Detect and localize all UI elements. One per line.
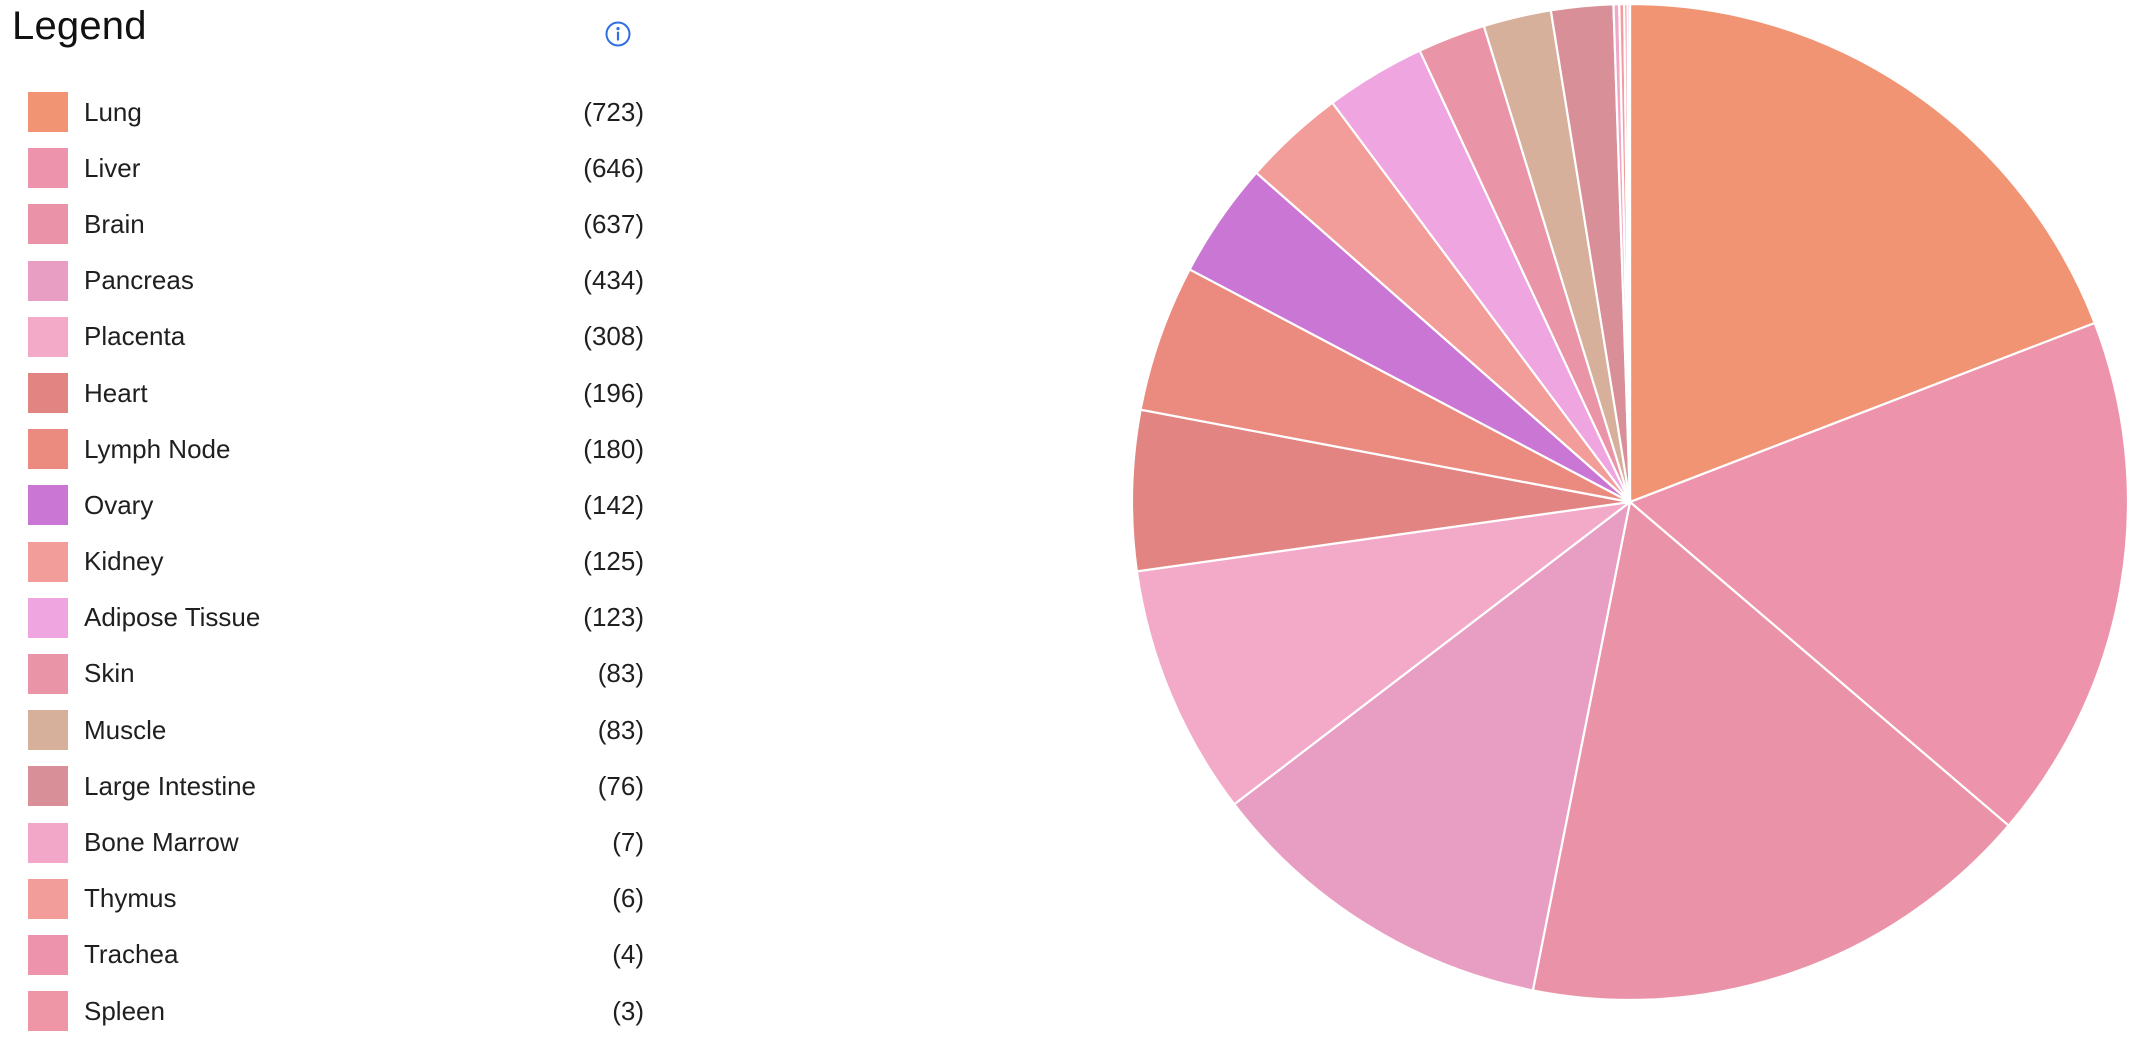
legend-item[interactable]: Spleen (3) bbox=[28, 983, 644, 1039]
info-circle-icon[interactable] bbox=[604, 20, 632, 48]
legend-item[interactable]: Liver (646) bbox=[28, 140, 644, 196]
legend-swatch bbox=[28, 541, 68, 582]
legend-item-count: (4) bbox=[612, 939, 644, 970]
legend-item[interactable]: Muscle (83) bbox=[28, 702, 644, 758]
legend-swatch bbox=[28, 260, 68, 301]
legend-item-label: Liver bbox=[84, 152, 141, 183]
legend-swatch bbox=[28, 485, 68, 526]
legend-item-count: (7) bbox=[612, 827, 644, 858]
legend-item-label: Lung bbox=[84, 96, 142, 127]
legend-item[interactable]: Brain (637) bbox=[28, 196, 644, 252]
legend-item-label: Skin bbox=[84, 658, 135, 689]
legend-panel: Legend Lung (723) Liver (646) Brain (637) Panc… bbox=[12, 0, 644, 1042]
legend-item-label: Trachea bbox=[84, 939, 179, 970]
legend-swatch bbox=[28, 653, 68, 694]
legend-item[interactable]: Placenta (308) bbox=[28, 309, 644, 365]
legend-item-label: Ovary bbox=[84, 489, 154, 520]
legend-item-label: Large Intestine bbox=[84, 770, 257, 801]
legend-item[interactable]: Lymph Node (180) bbox=[28, 421, 644, 477]
legend-swatch bbox=[28, 204, 68, 245]
legend-item[interactable]: Kidney (125) bbox=[28, 534, 644, 590]
legend-item-label: Lymph Node bbox=[84, 433, 231, 464]
legend-item-count: (180) bbox=[583, 433, 644, 464]
legend-item-count: (637) bbox=[583, 208, 644, 239]
legend-item-count: (3) bbox=[612, 995, 644, 1026]
legend-swatch bbox=[28, 597, 68, 638]
pie-slice-lung[interactable] bbox=[1628, 2, 2096, 504]
legend-swatch bbox=[28, 429, 68, 470]
legend-item[interactable]: Bone Marrow (7) bbox=[28, 814, 644, 870]
pie-slice-liver[interactable] bbox=[1628, 321, 2130, 827]
legend-item-count: (6) bbox=[612, 883, 644, 914]
legend-list: Lung (723) Liver (646) Brain (637) Pancreas (43… bbox=[28, 84, 644, 1039]
legend-item[interactable]: Trachea (4) bbox=[28, 927, 644, 983]
legend-item[interactable]: Ovary (142) bbox=[28, 477, 644, 533]
legend-item-label: Heart bbox=[84, 377, 148, 408]
legend-item[interactable]: Adipose Tissue (123) bbox=[28, 590, 644, 646]
pie-slice-lymph-node[interactable] bbox=[1139, 268, 1632, 504]
legend-item[interactable]: Heart (196) bbox=[28, 365, 644, 421]
legend-item-count: (125) bbox=[583, 546, 644, 577]
legend-item-count: (123) bbox=[583, 602, 644, 633]
legend-item-label: Bone Marrow bbox=[84, 827, 239, 858]
legend-item-label: Thymus bbox=[84, 883, 177, 914]
pie-slice-brain[interactable] bbox=[1531, 500, 2010, 1002]
legend-item[interactable]: Pancreas (434) bbox=[28, 253, 644, 309]
legend-swatch bbox=[28, 934, 68, 975]
legend-swatch bbox=[28, 878, 68, 919]
legend-item-count: (308) bbox=[583, 321, 644, 352]
legend-item-label: Adipose Tissue bbox=[84, 602, 261, 633]
legend-item-label: Spleen bbox=[84, 995, 165, 1026]
legend-item-count: (646) bbox=[583, 152, 644, 183]
legend-item[interactable]: Large Intestine (76) bbox=[28, 758, 644, 814]
pie-chart bbox=[1130, 2, 2130, 1002]
legend-item-label: Placenta bbox=[84, 321, 186, 352]
legend-item-count: (76) bbox=[597, 770, 644, 801]
legend-swatch bbox=[28, 710, 68, 751]
legend-swatch bbox=[28, 822, 68, 863]
legend-swatch bbox=[28, 766, 68, 807]
pie-slice-pancreas[interactable] bbox=[1233, 500, 1632, 992]
legend-swatch bbox=[28, 92, 68, 133]
legend-item[interactable]: Thymus (6) bbox=[28, 871, 644, 927]
legend-swatch bbox=[28, 991, 68, 1032]
legend-item[interactable]: Skin (83) bbox=[28, 646, 644, 702]
pie-slice-spleen[interactable] bbox=[1626, 2, 1632, 504]
legend-item-label: Kidney bbox=[84, 546, 164, 577]
legend-swatch bbox=[28, 148, 68, 189]
legend-item-count: (83) bbox=[597, 658, 644, 689]
legend-title: Legend bbox=[12, 4, 147, 48]
legend-item[interactable]: Lung (723) bbox=[28, 84, 644, 140]
legend-item-label: Brain bbox=[84, 208, 145, 239]
pie-slice-heart[interactable] bbox=[1130, 408, 1632, 573]
legend-item-count: (434) bbox=[583, 265, 644, 296]
legend-item-count: (142) bbox=[583, 489, 644, 520]
pie-slice-placenta[interactable] bbox=[1135, 500, 1632, 806]
legend-item-count: (196) bbox=[583, 377, 644, 408]
legend-item-count: (723) bbox=[583, 96, 644, 127]
legend-item-label: Muscle bbox=[84, 714, 167, 745]
legend-swatch bbox=[28, 373, 68, 414]
pie-chart-area bbox=[1100, 0, 2132, 1042]
legend-item-label: Pancreas bbox=[84, 265, 194, 296]
legend-swatch bbox=[28, 316, 68, 357]
legend-item-count: (83) bbox=[597, 714, 644, 745]
